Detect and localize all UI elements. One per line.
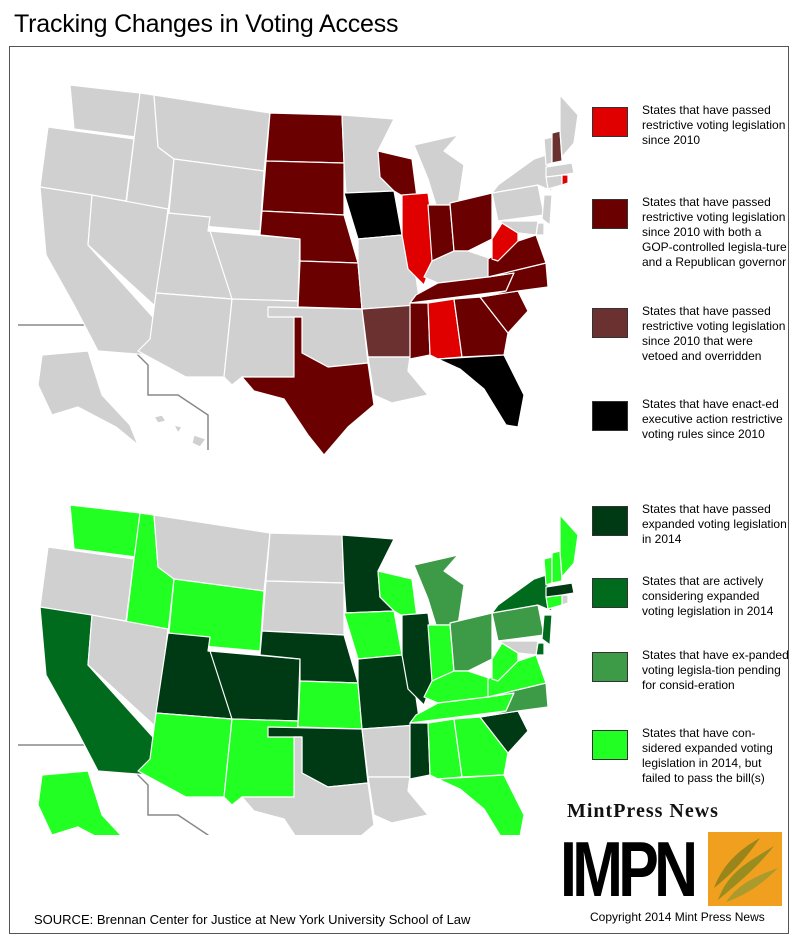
expanded-voting-map <box>18 504 578 835</box>
state-md <box>497 640 539 656</box>
state-ms <box>407 302 431 372</box>
legend-swatch <box>592 401 628 431</box>
page-title: Tracking Changes in Voting Access <box>14 10 399 38</box>
legend-swatch <box>592 506 628 536</box>
state-wa <box>69 84 141 138</box>
state-nc <box>479 682 549 718</box>
state-oh <box>449 192 493 252</box>
state-ma <box>545 162 575 178</box>
legend-swatch <box>592 308 628 338</box>
state-ar <box>361 724 417 778</box>
state-fl <box>437 774 525 835</box>
state-tx <box>241 736 375 835</box>
state-mi <box>413 554 465 626</box>
legend-label: States that have passed restrictive voti… <box>642 304 786 363</box>
state-il <box>401 192 437 286</box>
restrictive-voting-map <box>18 84 578 455</box>
state-nj <box>541 194 553 226</box>
state-ks <box>297 680 363 730</box>
state-az <box>137 712 233 798</box>
figure-frame <box>9 46 789 934</box>
state-fl <box>437 354 525 428</box>
state-ny <box>491 154 553 194</box>
state-nc <box>479 262 549 298</box>
brand-logo: IMPN <box>560 830 782 908</box>
source-text: SOURCE: Brennan Center for Justice at Ne… <box>34 912 471 927</box>
state-ri <box>561 594 569 606</box>
state-ga <box>453 296 509 358</box>
copyright-text: Copyright 2014 Mint Press News <box>590 910 765 924</box>
state-hi <box>153 414 207 448</box>
state-ma <box>545 582 575 598</box>
legend-swatch <box>592 730 628 760</box>
state-nh <box>551 130 563 164</box>
state-az <box>137 292 233 378</box>
logo-letters: IMPN <box>560 825 698 913</box>
legend-swatch <box>592 652 628 682</box>
state-ri <box>561 174 569 186</box>
state-il <box>401 612 437 706</box>
state-ak <box>37 350 139 446</box>
legend-label: States that have con-sidered expanded vo… <box>642 726 773 785</box>
state-nd <box>265 532 345 584</box>
leaf-emblem-icon <box>708 832 782 906</box>
state-tx <box>241 316 375 455</box>
legend-swatch <box>592 578 628 608</box>
state-sd <box>261 160 345 216</box>
state-nd <box>265 112 345 164</box>
state-ia <box>343 610 403 660</box>
legend-label: States that have ex-panded voting legisl… <box>642 648 789 692</box>
legend-label: States that have passed restrictive voti… <box>642 195 787 269</box>
state-ak <box>37 770 122 835</box>
state-sd <box>261 580 345 636</box>
legend-label: States that have passed expanded voting … <box>642 502 787 546</box>
brand-name: MintPress News <box>567 800 719 822</box>
state-ga <box>453 716 509 778</box>
state-ks <box>297 260 363 310</box>
legend-swatch <box>592 107 628 137</box>
state-la <box>367 776 429 824</box>
legend-label: States that have passed restrictive voti… <box>642 103 786 147</box>
legend-swatch <box>592 199 628 229</box>
state-oh <box>449 612 493 672</box>
state-ny <box>491 574 553 614</box>
state-wa <box>69 504 141 558</box>
legend-label: States that are actively considering exp… <box>642 574 774 618</box>
state-nj <box>541 614 553 646</box>
state-me <box>559 514 578 578</box>
state-vt <box>543 556 553 586</box>
state-ms <box>407 722 431 792</box>
state-md <box>497 220 539 236</box>
state-ia <box>343 190 403 240</box>
state-la <box>367 356 429 404</box>
state-ar <box>361 304 417 358</box>
legend-label: States that have enact-ed executive acti… <box>642 397 783 441</box>
state-mi <box>413 134 465 206</box>
state-vt <box>543 136 553 166</box>
state-nh <box>551 550 563 584</box>
state-me <box>559 94 578 158</box>
